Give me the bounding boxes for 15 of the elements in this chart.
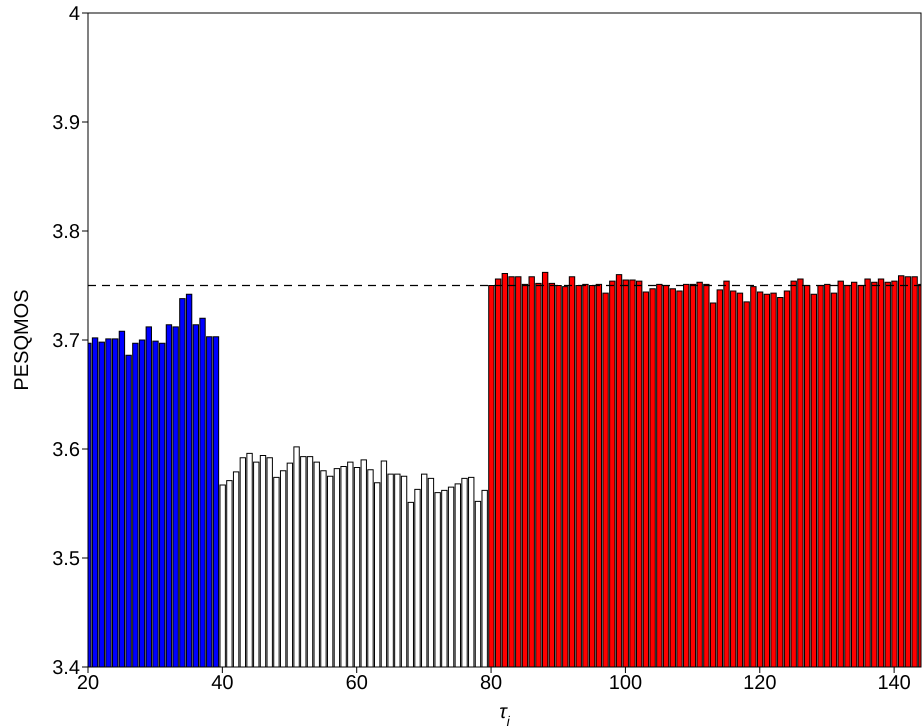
y-tick-label: 4 — [68, 3, 80, 26]
x-tick-label: 80 — [480, 672, 502, 694]
y-axis-title: PESQMOS — [11, 289, 33, 391]
x-tick-label: 20 — [76, 672, 100, 694]
x-tick-label: 60 — [346, 672, 368, 694]
x-tick-label: 140 — [877, 672, 911, 694]
y-tick-label: 3.6 — [52, 439, 80, 462]
x-tick-label: 120 — [743, 672, 776, 694]
x-tick-label: 100 — [608, 672, 642, 694]
y-tick-label: 3.7 — [52, 330, 80, 352]
x-tick-label: 40 — [211, 672, 234, 694]
y-tick-label: 3.5 — [52, 548, 80, 570]
y-tick-label: 3.8 — [52, 221, 80, 244]
y-tick-label: 3.9 — [52, 112, 80, 134]
x-axis-title: τ$_{i}$ — [499, 701, 511, 726]
